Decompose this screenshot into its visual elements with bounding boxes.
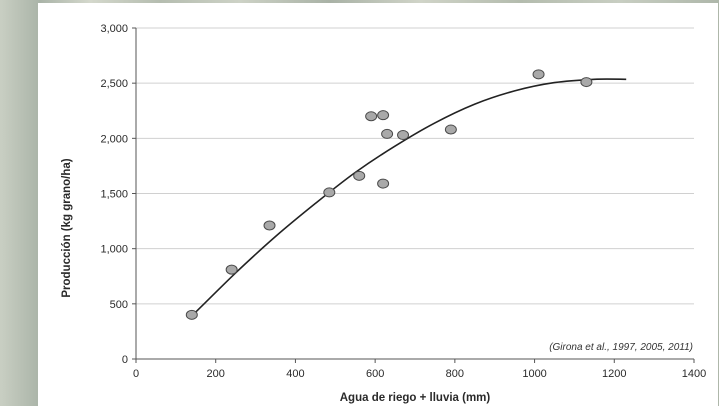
x-tick-label: 1200	[602, 368, 626, 380]
x-tick-label: 0	[133, 368, 139, 380]
data-point	[365, 111, 378, 122]
data-point	[377, 178, 390, 189]
data-point	[323, 187, 336, 198]
data-point	[225, 264, 238, 275]
y-tick-label: 2,000	[100, 133, 128, 145]
data-point	[532, 69, 545, 80]
grid-lines	[136, 27, 694, 305]
y-tick-label: 0	[122, 354, 128, 366]
citation-annotation: (Girona et al., 1997, 2005, 2011)	[549, 342, 693, 353]
y-tick-label: 1,000	[100, 244, 128, 256]
data-points	[185, 69, 593, 320]
data-point	[353, 170, 366, 181]
data-point	[580, 77, 593, 88]
data-point	[377, 110, 390, 121]
x-tick-label: 600	[366, 368, 384, 380]
x-tick-label: 400	[286, 368, 304, 380]
data-point	[185, 309, 198, 320]
x-axis-title: Agua de riego + lluvia (mm)	[340, 392, 491, 404]
data-point	[263, 220, 276, 231]
y-tick-label: 500	[110, 299, 128, 311]
trend-curve	[191, 78, 627, 317]
y-tick-label: 1,500	[100, 189, 128, 201]
x-tick-label: 200	[207, 368, 225, 380]
x-axis-ticks: 0 200 400 600 800 1000 1200 1400	[133, 359, 706, 380]
y-tick-label: 3,000	[100, 23, 128, 35]
x-tick-label: 800	[446, 368, 464, 380]
data-point	[381, 128, 394, 139]
y-tick-label: 2,500	[100, 78, 128, 90]
y-axis-ticks: 0 500 1,000 1,500 2,000 2,500 3,000	[100, 23, 136, 366]
x-tick-label: 1400	[682, 368, 706, 380]
x-tick-label: 1000	[522, 368, 546, 380]
data-point	[397, 130, 410, 141]
y-axis-title: Producción (kg grano/ha)	[61, 158, 73, 297]
chart-panel	[38, 3, 718, 406]
data-point	[444, 124, 457, 135]
